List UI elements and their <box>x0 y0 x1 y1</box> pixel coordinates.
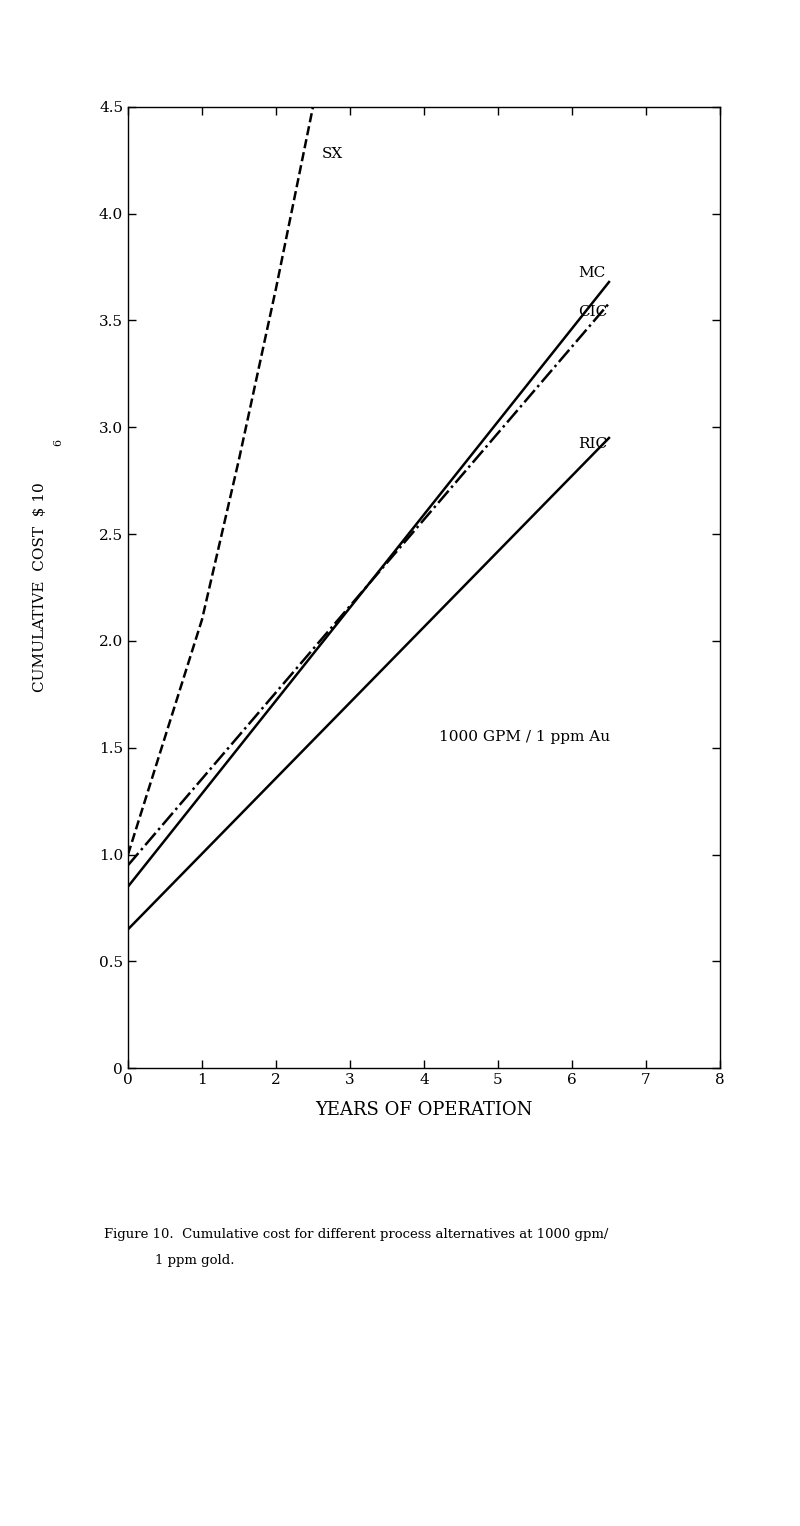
Text: RIC: RIC <box>578 438 607 452</box>
Text: CIC: CIC <box>578 305 607 319</box>
Text: 6: 6 <box>54 439 63 446</box>
Text: Figure 10.  Cumulative cost for different process alternatives at 1000 gpm/: Figure 10. Cumulative cost for different… <box>104 1228 608 1242</box>
Text: SX: SX <box>322 146 343 160</box>
X-axis label: YEARS OF OPERATION: YEARS OF OPERATION <box>315 1100 533 1119</box>
Text: 1000 GPM / 1 ppm Au: 1000 GPM / 1 ppm Au <box>438 729 610 745</box>
Text: MC: MC <box>578 267 605 281</box>
Text: 1 ppm gold.: 1 ppm gold. <box>104 1254 234 1268</box>
Text: CUMULATIVE  COST  $ 10: CUMULATIVE COST $ 10 <box>33 482 47 693</box>
